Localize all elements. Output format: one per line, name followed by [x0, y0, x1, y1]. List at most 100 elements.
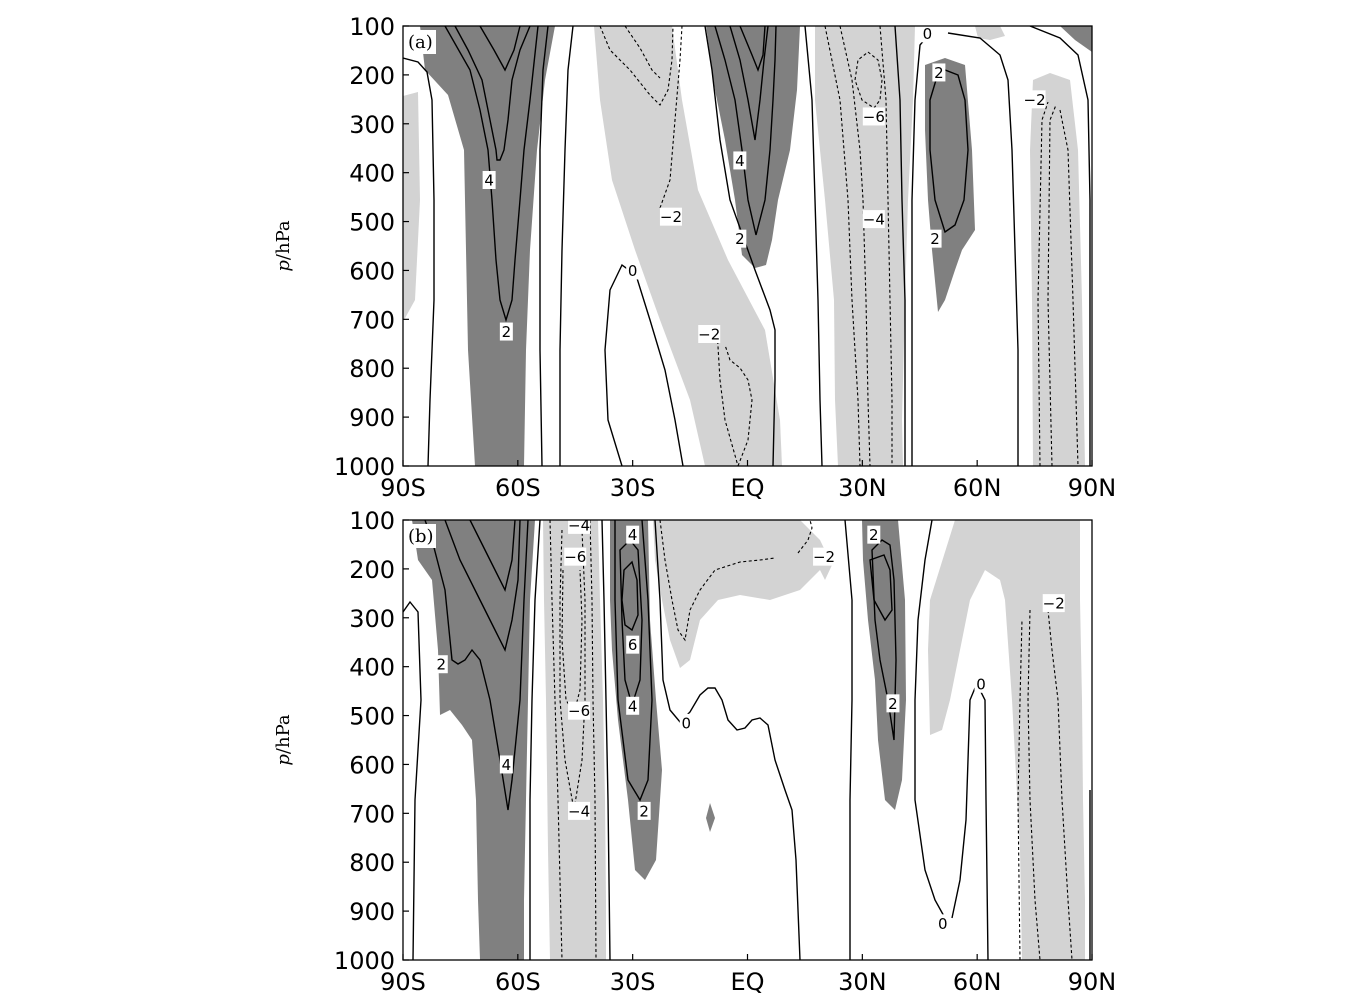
- x-tick-label: 30S: [610, 474, 656, 502]
- shade-pos-a4: [1060, 26, 1092, 52]
- contour-a-zero-2: [539, 26, 549, 466]
- contour-label-text: 4: [628, 697, 638, 715]
- x-tick-label: 30N: [838, 474, 887, 502]
- x-tick-label: 90N: [1068, 968, 1117, 996]
- contour-label-text: 2: [437, 656, 447, 674]
- contour-a-neg-11: [1047, 104, 1057, 466]
- shade-neg-a2: [594, 26, 782, 466]
- contour-label: −2: [1024, 90, 1046, 109]
- panel-a-badge: (a): [404, 30, 436, 54]
- contour-label-text: −2: [1043, 595, 1065, 613]
- panel-a-y-axis-label: p/hPa: [273, 220, 294, 271]
- panel-b-label: (b): [408, 526, 434, 547]
- x-tick-label: 90N: [1068, 474, 1117, 502]
- contour-label-text: −4: [568, 802, 590, 820]
- panel-a-label: (a): [408, 32, 433, 53]
- panel-b-contour-labels: −4 −6 4 2 −2 −2 2 6 0 −6 4 0 2 4 −4 2 0: [434, 516, 1065, 933]
- contour-label: −6: [863, 107, 885, 126]
- contour-a-pos-7: [929, 69, 969, 234]
- contour-b-zero-2: [529, 520, 541, 960]
- shade-pos-b4: [706, 803, 715, 832]
- contour-a-neg-5: [724, 344, 753, 466]
- contour-a-neg-2: [624, 26, 661, 79]
- contour-label-text: 4: [484, 172, 494, 190]
- contour-label: −4: [568, 516, 590, 534]
- contour-b-pos-4: [614, 520, 653, 802]
- contour-label-text: 0: [628, 262, 638, 280]
- contour-b-pos-6: [621, 560, 639, 632]
- contour-a-zero-8: [911, 32, 931, 466]
- y-tick-label: 900: [349, 898, 395, 926]
- panel-a: 4 2 0 −2 −2 4 2 −6 −4 0 2 2 −2 (a) 100 200 300 400 500 60…: [273, 13, 1116, 502]
- contour-a-pos-1: [444, 26, 539, 323]
- panel-b-y-axis-label: p/hPa: [273, 714, 294, 765]
- panel-a-contour-labels: 4 2 0 −2 −2 4 2 −6 −4 0 2 2 −2: [482, 26, 1046, 344]
- contour-b-neg-10: [1047, 609, 1073, 960]
- shade-neg-b1: [543, 520, 606, 960]
- contour-b-neg-11: [1017, 619, 1023, 960]
- contour-a-neg-9: [879, 26, 893, 466]
- x-tick-label: 60S: [495, 474, 541, 502]
- contour-label: −4: [863, 210, 885, 229]
- contour-label: 2: [637, 801, 651, 820]
- x-tick-label: 30S: [610, 968, 656, 996]
- contour-label: 0: [974, 674, 988, 693]
- contour-label: 2: [886, 694, 900, 713]
- contour-a-neg-3: [659, 26, 683, 209]
- contour-b-zero-7: [951, 687, 989, 960]
- contour-label: 2: [928, 229, 942, 248]
- contour-a-zero-left: [403, 57, 435, 466]
- contour-label: 2: [434, 655, 448, 674]
- shade-pos-b3: [862, 520, 906, 810]
- y-tick-label: 600: [349, 751, 395, 779]
- y-tick-label: 800: [349, 849, 395, 877]
- contour-label-text: 0: [681, 714, 691, 732]
- contour-label: −6: [564, 547, 586, 566]
- contour-a-zero-7: [894, 26, 906, 466]
- contour-b-neg-2: [559, 529, 575, 811]
- contour-label-text: 2: [934, 64, 944, 82]
- contour-a-pos-6: [739, 26, 766, 73]
- contour-label: −2: [813, 547, 835, 566]
- y-tick-label: 400: [349, 160, 395, 188]
- contour-label-text: 2: [869, 526, 879, 544]
- y-tick-label: 300: [349, 605, 395, 633]
- contour-label-text: 6: [628, 636, 638, 654]
- x-tick-label: 30N: [838, 968, 887, 996]
- x-tick-label: 60N: [953, 968, 1002, 996]
- contour-b-neg-7: [659, 520, 776, 642]
- contour-label: 4: [626, 525, 640, 544]
- contour-label: 2: [733, 229, 747, 248]
- shade-neg-a1: [403, 92, 420, 320]
- panel-b-y-ticks: 100 200 300 400 500 600 700 800 900 1000: [334, 507, 409, 975]
- contour-label-text: −2: [698, 326, 720, 344]
- contour-label-text: −4: [568, 516, 590, 534]
- contour-label: 2: [499, 322, 513, 341]
- y-tick-label: 1000: [334, 947, 395, 975]
- contour-label: −4: [568, 801, 590, 820]
- contour-label-text: −4: [863, 211, 885, 229]
- contour-b-zero-5: [844, 520, 853, 960]
- y-tick-label: 300: [349, 111, 395, 139]
- y-tick-label: 500: [349, 703, 395, 731]
- y-tick-label: 700: [349, 306, 395, 334]
- contour-label: 0: [936, 914, 950, 933]
- panel-b-badge: (b): [404, 524, 436, 548]
- contour-label: 4: [733, 151, 747, 170]
- panel-b: −4 −6 4 2 −2 −2 2 6 0 −6 4 0 2 4 −4 2 0 (b) 100 200 300 400…: [273, 507, 1116, 996]
- panel-b-plot-area: −4 −6 4 2 −2 −2 2 6 0 −6 4 0 2 4 −4 2 0: [403, 516, 1091, 960]
- contour-b-pos-2: [444, 520, 521, 653]
- contour-label: 4: [482, 171, 496, 190]
- y-tick-label: 1000: [334, 453, 395, 481]
- y-tick-label: 900: [349, 404, 395, 432]
- y-tick-label: 400: [349, 654, 395, 682]
- contour-b-neg-3: [573, 529, 586, 811]
- contour-label-text: −2: [1024, 91, 1046, 109]
- contour-label-text: 4: [628, 526, 638, 544]
- contour-b-zero-3: [601, 520, 611, 960]
- contour-b-zero-6: [914, 520, 946, 919]
- contour-label: −6: [568, 701, 590, 720]
- contour-b-neg-5: [573, 569, 583, 714]
- contour-a-zero-9: [947, 32, 1019, 466]
